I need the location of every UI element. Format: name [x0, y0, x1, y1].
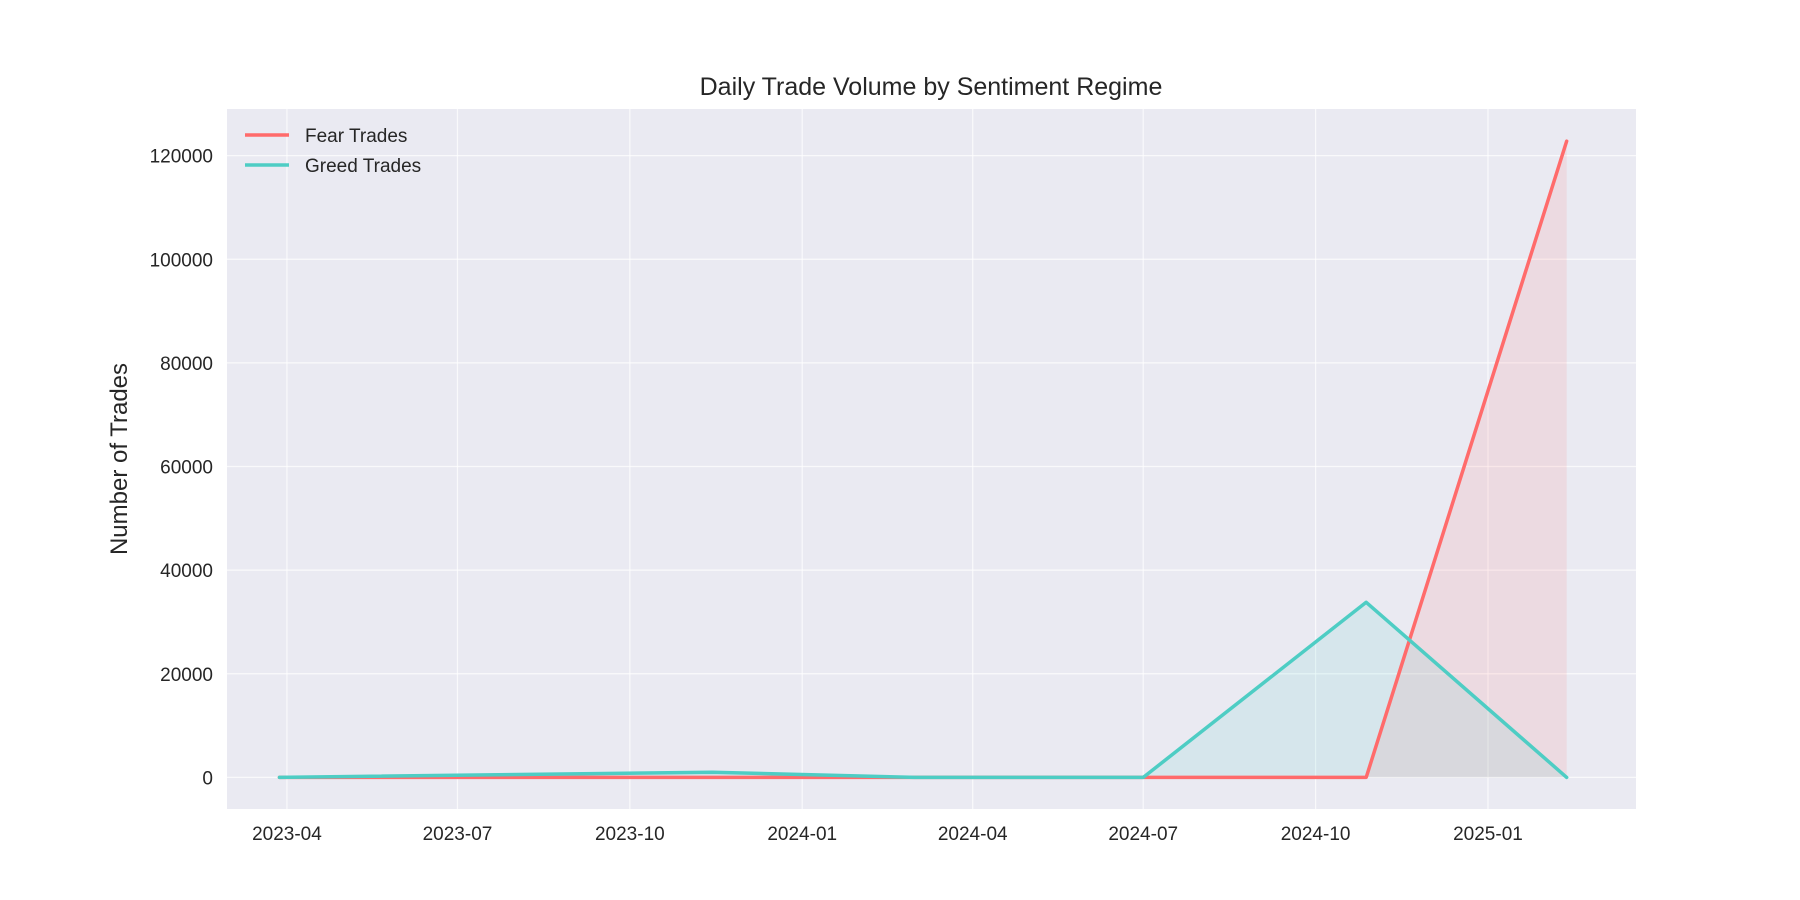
- greed-trades-legend-label: Greed Trades: [305, 156, 421, 177]
- x-tick-label: 2024-01: [767, 824, 837, 845]
- x-tick-label: 2023-07: [423, 824, 493, 845]
- fear-trades-legend-label: Fear Trades: [305, 126, 407, 147]
- legend: Fear Trades Greed Trades: [245, 126, 421, 177]
- plot-area: [227, 109, 1636, 809]
- y-axis-label: Number of Trades: [106, 363, 133, 555]
- greed-trades-line: [277, 600, 1569, 780]
- fear-trades-area: [279, 141, 1567, 778]
- y-axis-ticks: 0 20000 40000 60000 80000 100000 120000: [150, 147, 213, 790]
- y-tick-label: 40000: [160, 561, 213, 582]
- y-tick-label: 80000: [160, 354, 213, 375]
- x-tick-label: 2023-04: [252, 824, 322, 845]
- y-tick-label: 20000: [160, 665, 213, 686]
- x-tick-label: 2024-04: [938, 824, 1008, 845]
- y-tick-label: 60000: [160, 458, 213, 479]
- y-tick-label: 100000: [150, 250, 213, 271]
- x-tick-label: 2024-07: [1108, 824, 1178, 845]
- x-tick-label: 2025-01: [1453, 824, 1523, 845]
- x-tick-label: 2024-10: [1281, 824, 1351, 845]
- y-tick-label: 120000: [150, 147, 213, 168]
- series-lines: [277, 139, 1569, 780]
- y-tick-label: 0: [202, 768, 213, 789]
- chart-title: Daily Trade Volume by Sentiment Regime: [700, 73, 1163, 101]
- greed-trades-area: [279, 602, 1567, 778]
- x-axis-ticks: 2023-04 2023-07 2023-10 2024-01 2024-04 2024-…: [252, 824, 1523, 845]
- x-tick-label: 2023-10: [595, 824, 665, 845]
- area-fills: [279, 141, 1567, 778]
